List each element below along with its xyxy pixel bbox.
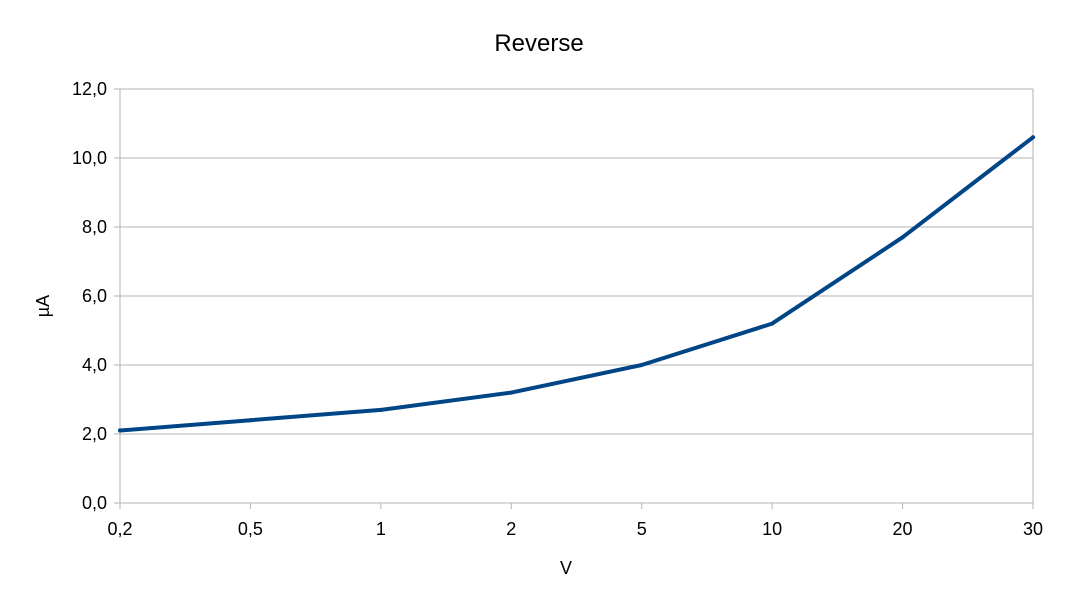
y-axis-title: µA xyxy=(33,295,53,317)
x-tick-label: 1 xyxy=(376,519,386,539)
x-axis-title: V xyxy=(560,558,572,578)
y-tick-label: 12,0 xyxy=(72,79,107,99)
x-tick-label: 20 xyxy=(893,519,913,539)
y-axis-tick-labels: 0,0 2,0 4,0 6,0 8,0 10,0 12,0 xyxy=(72,79,107,513)
x-tick-label: 5 xyxy=(637,519,647,539)
x-axis-tick-labels: 0,2 0,5 1 2 5 10 20 30 xyxy=(107,519,1043,539)
data-point xyxy=(639,363,644,367)
data-point xyxy=(1031,135,1035,140)
x-tick-label: 0,2 xyxy=(107,519,132,539)
y-tick-label: 8,0 xyxy=(82,217,107,237)
data-point xyxy=(509,390,514,395)
y-tick-label: 2,0 xyxy=(82,424,107,444)
y-tick-label: 10,0 xyxy=(72,148,107,168)
x-tick-label: 0,5 xyxy=(238,519,263,539)
series-lines xyxy=(118,135,1035,433)
data-point xyxy=(378,407,383,412)
series-line-0 xyxy=(118,135,1035,433)
x-tick-label: 10 xyxy=(762,519,782,539)
axes xyxy=(119,89,1034,509)
x-tick-label: 2 xyxy=(506,519,516,539)
y-tick-label: 4,0 xyxy=(82,355,107,375)
chart-title: Reverse xyxy=(494,30,583,57)
data-point xyxy=(118,428,122,433)
data-point xyxy=(770,321,775,326)
y-tick-label: 0,0 xyxy=(82,493,107,513)
data-point xyxy=(900,235,905,240)
x-tick-label: 30 xyxy=(1023,519,1043,539)
y-tick-label: 6,0 xyxy=(82,286,107,306)
gridlines xyxy=(114,88,1033,504)
data-point xyxy=(248,418,253,423)
